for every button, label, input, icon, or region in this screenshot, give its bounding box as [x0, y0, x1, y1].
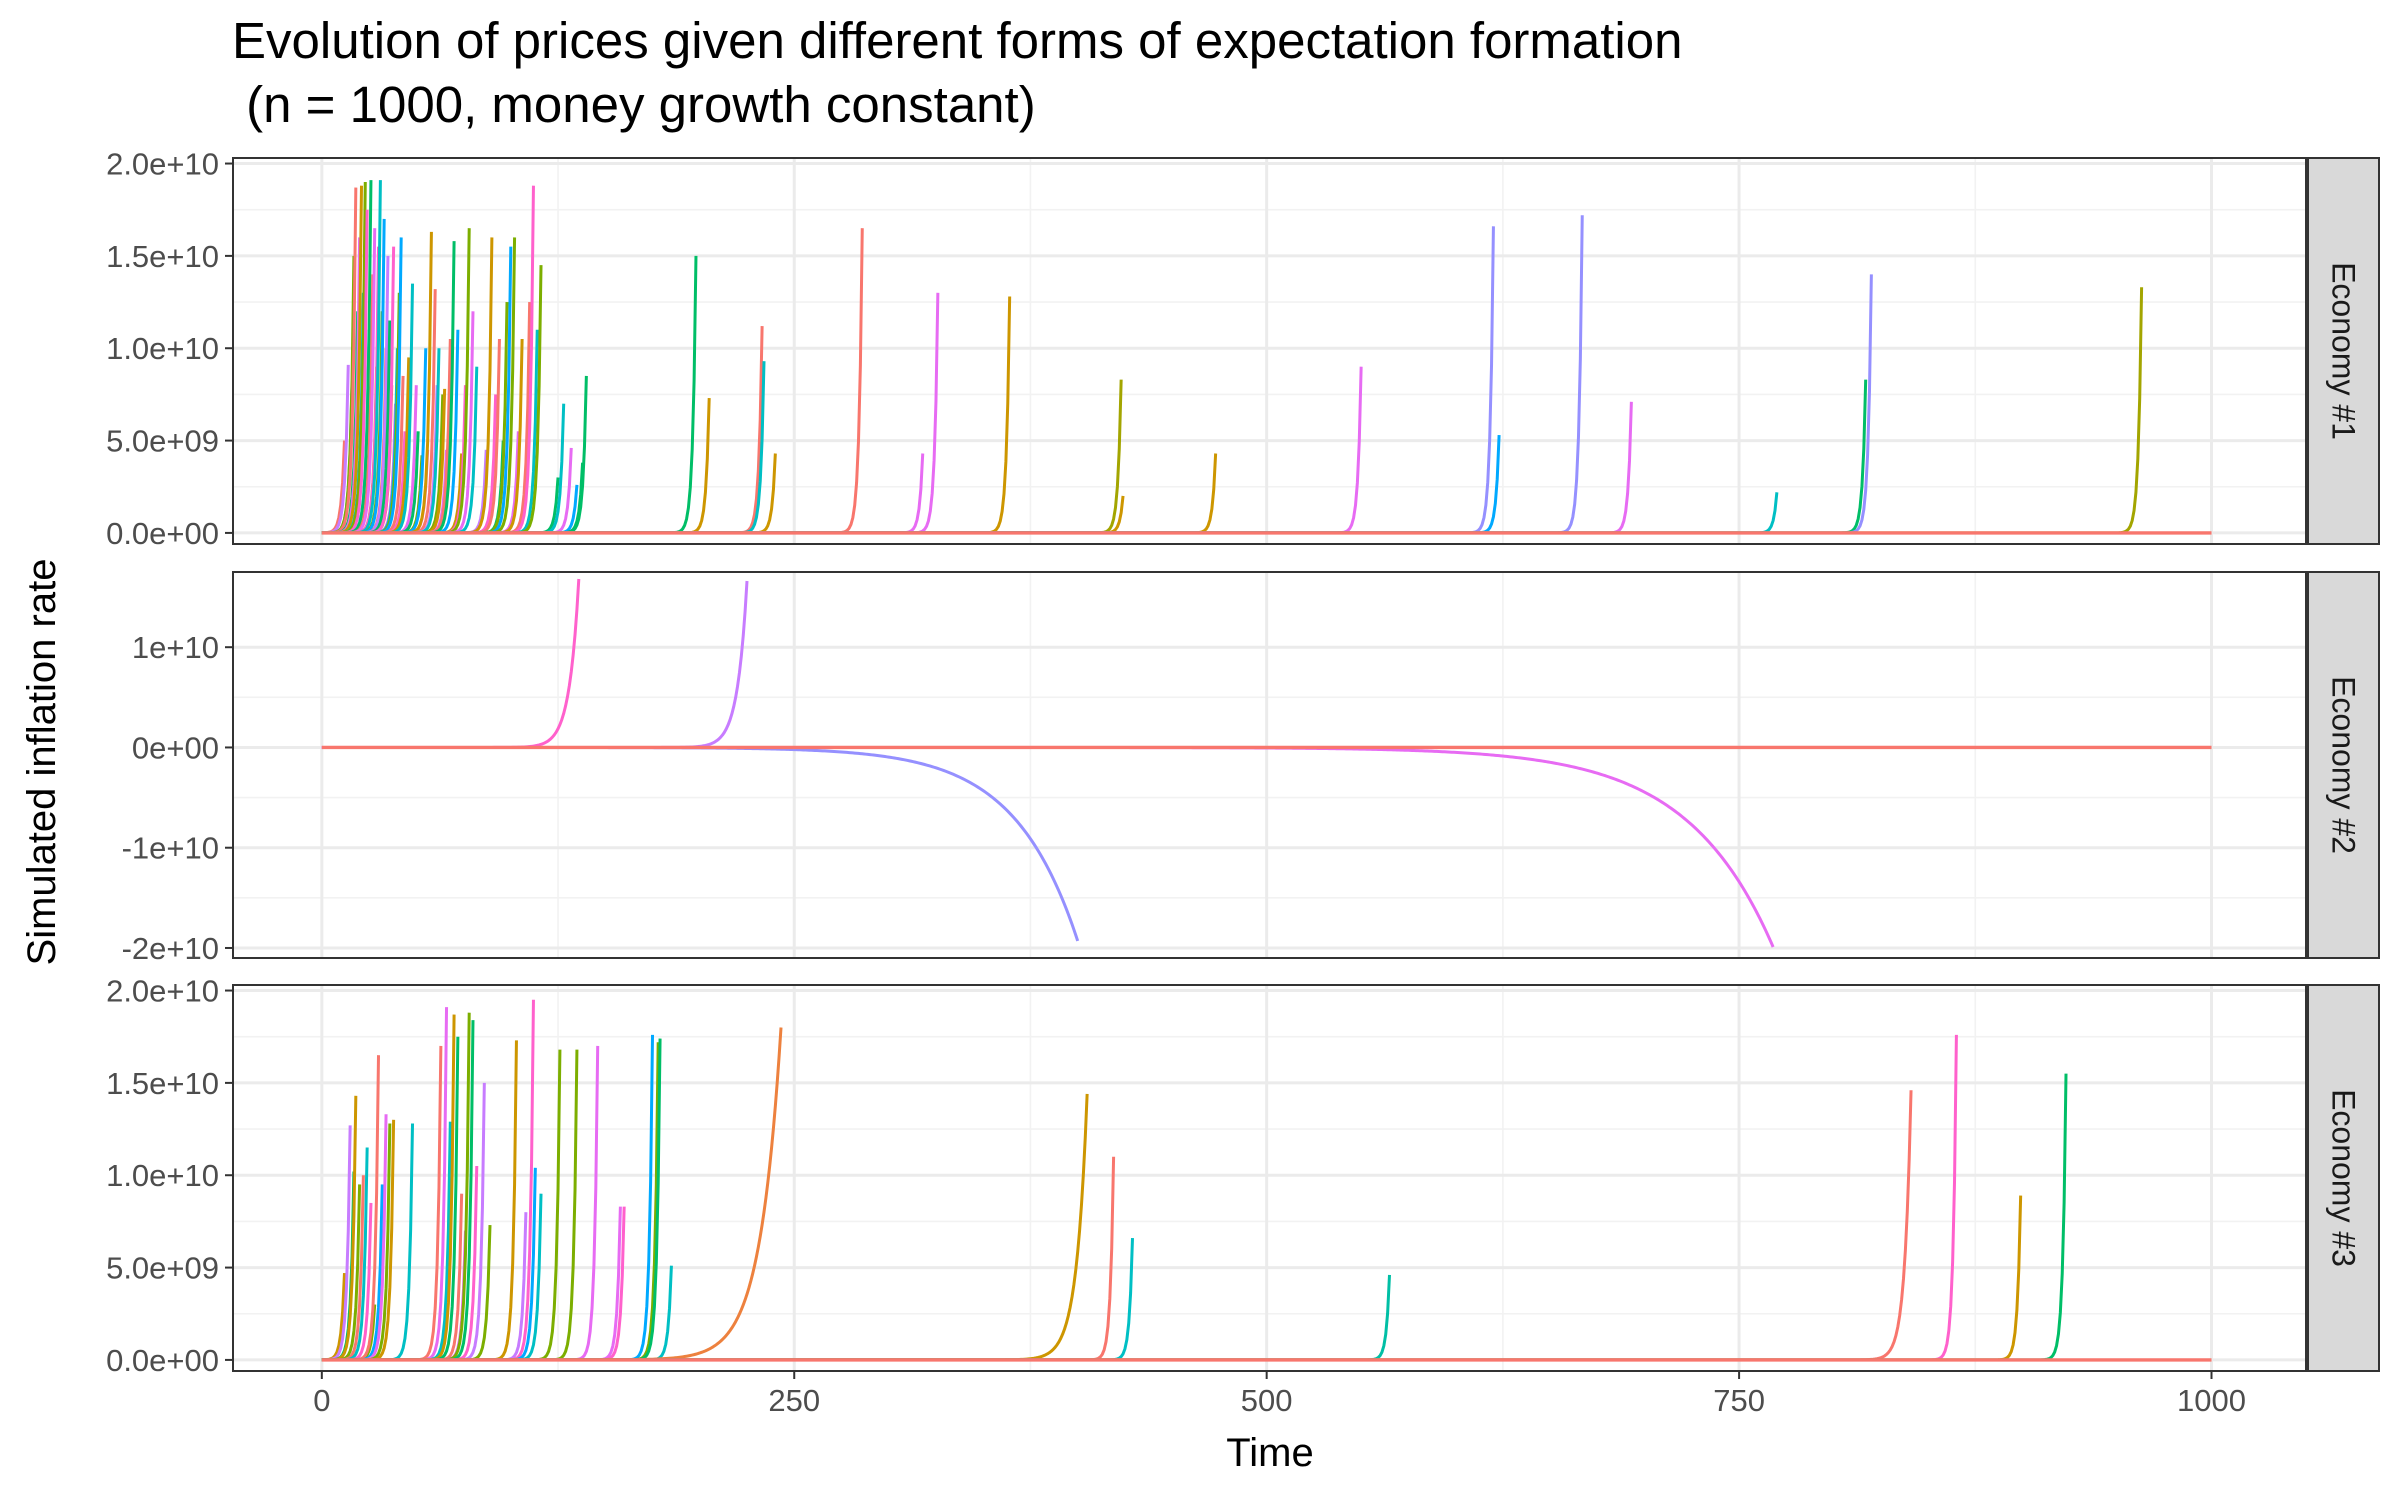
- panel-border: [232, 157, 2307, 545]
- x-tick-label: 0: [313, 1383, 330, 1418]
- y-tick-label: 1.5e+10: [106, 1066, 219, 1101]
- y-tick-label: 0.0e+00: [106, 516, 219, 551]
- y-tick-label: 5.0e+09: [106, 424, 219, 459]
- facet-panel-3: 0.0e+00 5.0e+09 1.0e+10 1.5e+10 2.0e+10 Econo…: [106, 974, 2380, 1378]
- facet-panel-1: 0.0e+00 5.0e+09 1.0e+10 1.5e+10 2.0e+10 Econo…: [106, 147, 2380, 551]
- x-tick-label: 500: [1241, 1383, 1293, 1418]
- x-tick-label: 250: [768, 1383, 820, 1418]
- y-tick-label: 1e+10: [132, 630, 219, 665]
- facet-strip: [2307, 157, 2380, 545]
- y-tick-label: -2e+10: [122, 931, 219, 966]
- chart-subtitle: (n = 1000, money growth constant): [232, 76, 1036, 133]
- facet-panels: 0.0e+00 5.0e+09 1.0e+10 1.5e+10 2.0e+10 Econo…: [106, 147, 2380, 1378]
- y-axis-label: Simulated inflation rate: [20, 559, 64, 966]
- facet-strip-label: Economy #2: [2326, 676, 2362, 854]
- y-tick-label: 5.0e+09: [106, 1251, 219, 1286]
- panel-background: [233, 985, 2306, 1371]
- y-tick-label: 2.0e+10: [106, 147, 219, 182]
- facet-strip-label: Economy #1: [2326, 262, 2362, 440]
- series-group: [321, 578, 2212, 948]
- facet-strip: [2307, 571, 2380, 959]
- y-tick-label: -1e+10: [122, 831, 219, 866]
- panel-border: [232, 984, 2307, 1372]
- x-axis: 0 250 500 750 1000: [313, 1371, 2246, 1418]
- facet-strip: [2307, 984, 2380, 1372]
- x-tick-label: 1000: [2177, 1383, 2246, 1418]
- y-tick-label: 2.0e+10: [106, 974, 219, 1009]
- y-tick-label: 1.0e+10: [106, 1158, 219, 1193]
- x-tick-label: 750: [1713, 1383, 1765, 1418]
- panel-background: [233, 572, 2306, 958]
- facet-panel-2: -2e+10 -1e+10 0e+00 1e+10 Economy #2: [122, 571, 2380, 966]
- y-tick-label: 1.5e+10: [106, 239, 219, 274]
- series-group: [321, 180, 2212, 535]
- x-axis-label: Time: [1226, 1431, 1313, 1475]
- chart-title: Evolution of prices given different form…: [232, 12, 1683, 69]
- facet-strip-label: Economy #3: [2326, 1089, 2362, 1267]
- y-tick-label: 0.0e+00: [106, 1343, 219, 1378]
- y-tick-label: 1.0e+10: [106, 331, 219, 366]
- y-tick-label: 0e+00: [132, 730, 219, 765]
- panel-border: [232, 571, 2307, 959]
- panel-background: [233, 158, 2306, 544]
- series-group: [321, 999, 2212, 1362]
